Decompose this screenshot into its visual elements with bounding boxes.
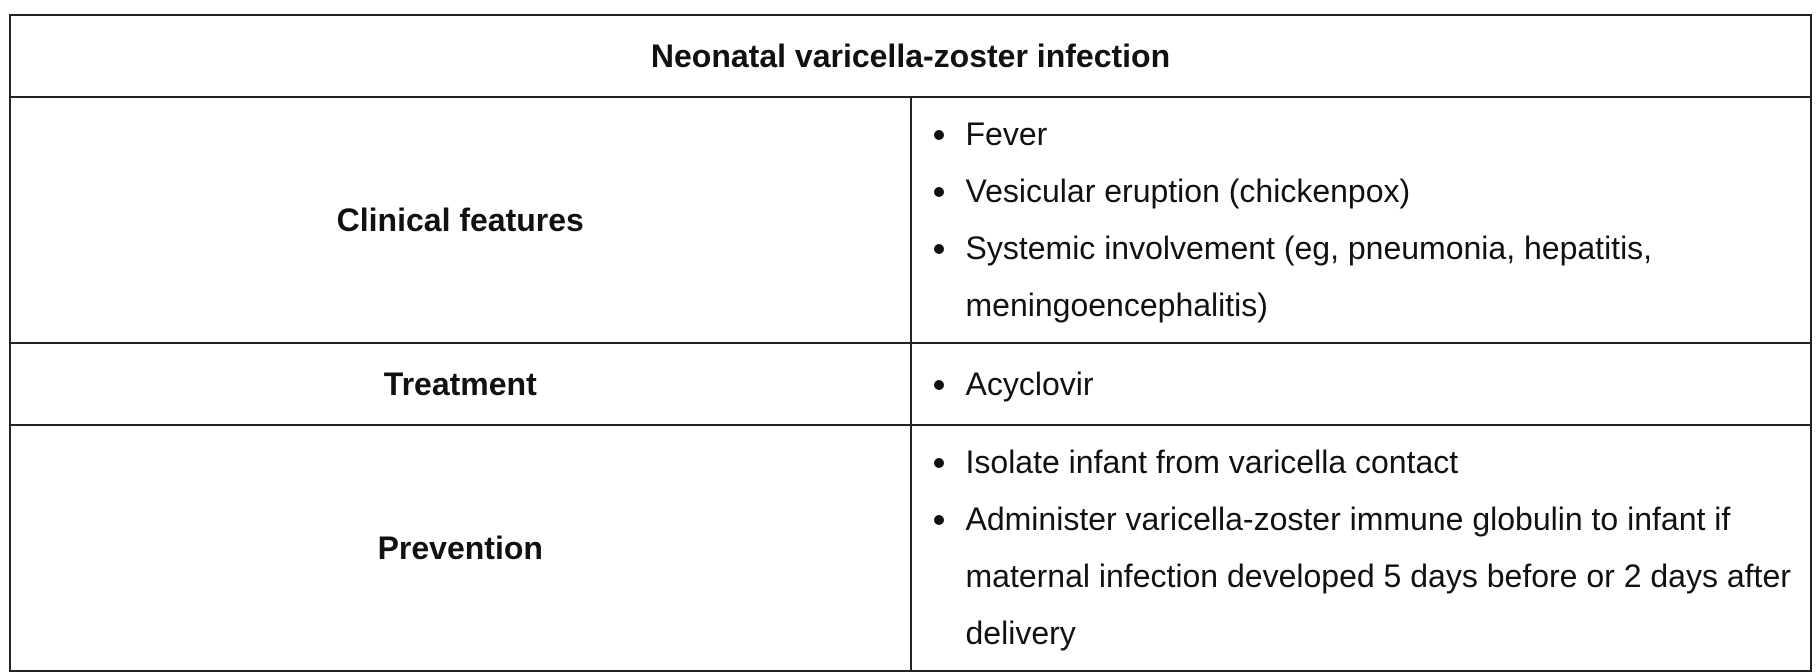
- bullet-icon: [933, 379, 944, 390]
- list-item-text: Isolate infant from varicella contact: [965, 444, 1459, 480]
- list-item: Administer varicella-zoster immune globu…: [912, 491, 1811, 662]
- list-item-text: Systemic involvement (eg, pneumonia, hep…: [965, 230, 1653, 323]
- list-item: Isolate infant from varicella contact: [912, 434, 1811, 491]
- info-table-container: Neonatal varicella-zoster infection Clin…: [9, 14, 1812, 672]
- row-label-clinical-features: Clinical features: [9, 96, 912, 344]
- row-label-prevention: Prevention: [9, 424, 912, 672]
- bullet-list: Acyclovir: [912, 356, 1811, 413]
- bullet-icon: [933, 515, 944, 525]
- row-content-prevention: Isolate infant from varicella contact Ad…: [909, 424, 1812, 672]
- list-item: Fever: [912, 106, 1811, 163]
- list-item: Vesicular eruption (chickenpox): [912, 163, 1811, 220]
- row-content-treatment: Acyclovir: [909, 342, 1812, 426]
- list-item: Acyclovir: [912, 356, 1811, 413]
- bullet-list: Fever Vesicular eruption (chickenpox) Sy…: [912, 98, 1811, 342]
- bullet-icon: [933, 244, 944, 254]
- list-item: Systemic involvement (eg, pneumonia, hep…: [912, 220, 1811, 334]
- row-content-clinical-features: Fever Vesicular eruption (chickenpox) Sy…: [909, 96, 1812, 344]
- list-item-text: Acyclovir: [965, 365, 1094, 402]
- bullet-icon: [933, 458, 944, 468]
- list-item-text: Fever: [965, 116, 1048, 152]
- bullet-icon: [933, 187, 944, 197]
- bullet-list: Isolate infant from varicella contact Ad…: [912, 426, 1811, 670]
- row-label-treatment: Treatment: [9, 342, 912, 426]
- table-title-row: Neonatal varicella-zoster infection: [9, 14, 1812, 98]
- table-row-prevention: Prevention Isolate infant from varicella…: [9, 424, 1812, 672]
- list-item-text: Administer varicella-zoster immune globu…: [965, 501, 1791, 651]
- table-row-clinical-features: Clinical features Fever Vesicular erupti…: [9, 96, 1812, 344]
- table-row-treatment: Treatment Acyclovir: [9, 342, 1812, 426]
- list-item-text: Vesicular eruption (chickenpox): [965, 173, 1411, 209]
- table-title: Neonatal varicella-zoster infection: [9, 14, 1812, 98]
- bullet-icon: [933, 130, 944, 140]
- neonatal-varicella-table: Neonatal varicella-zoster infection Clin…: [9, 14, 1812, 672]
